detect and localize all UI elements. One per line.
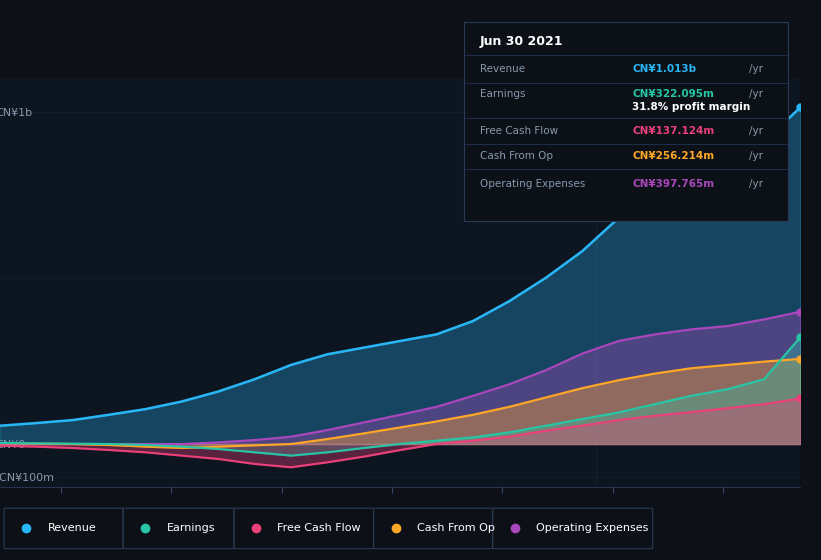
Text: 31.8% profit margin: 31.8% profit margin <box>632 102 750 112</box>
Text: Cash From Op: Cash From Op <box>480 151 553 161</box>
Text: /yr: /yr <box>750 179 764 189</box>
Text: Free Cash Flow: Free Cash Flow <box>277 523 361 533</box>
Text: Free Cash Flow: Free Cash Flow <box>480 126 558 136</box>
Text: Operating Expenses: Operating Expenses <box>536 523 649 533</box>
Text: Earnings: Earnings <box>480 89 525 99</box>
Text: Operating Expenses: Operating Expenses <box>480 179 585 189</box>
Text: CN¥1.013b: CN¥1.013b <box>632 64 697 74</box>
Text: /yr: /yr <box>750 64 764 74</box>
Text: Jun 30 2021: Jun 30 2021 <box>480 35 563 48</box>
Text: CN¥322.095m: CN¥322.095m <box>632 89 714 99</box>
Text: /yr: /yr <box>750 89 764 99</box>
Text: Cash From Op: Cash From Op <box>417 523 495 533</box>
Text: Earnings: Earnings <box>167 523 215 533</box>
Text: Revenue: Revenue <box>48 523 96 533</box>
Text: Revenue: Revenue <box>480 64 525 74</box>
Text: /yr: /yr <box>750 151 764 161</box>
Text: CN¥397.765m: CN¥397.765m <box>632 179 714 189</box>
Text: CN¥137.124m: CN¥137.124m <box>632 126 715 136</box>
Text: CN¥256.214m: CN¥256.214m <box>632 151 714 161</box>
Text: /yr: /yr <box>750 126 764 136</box>
